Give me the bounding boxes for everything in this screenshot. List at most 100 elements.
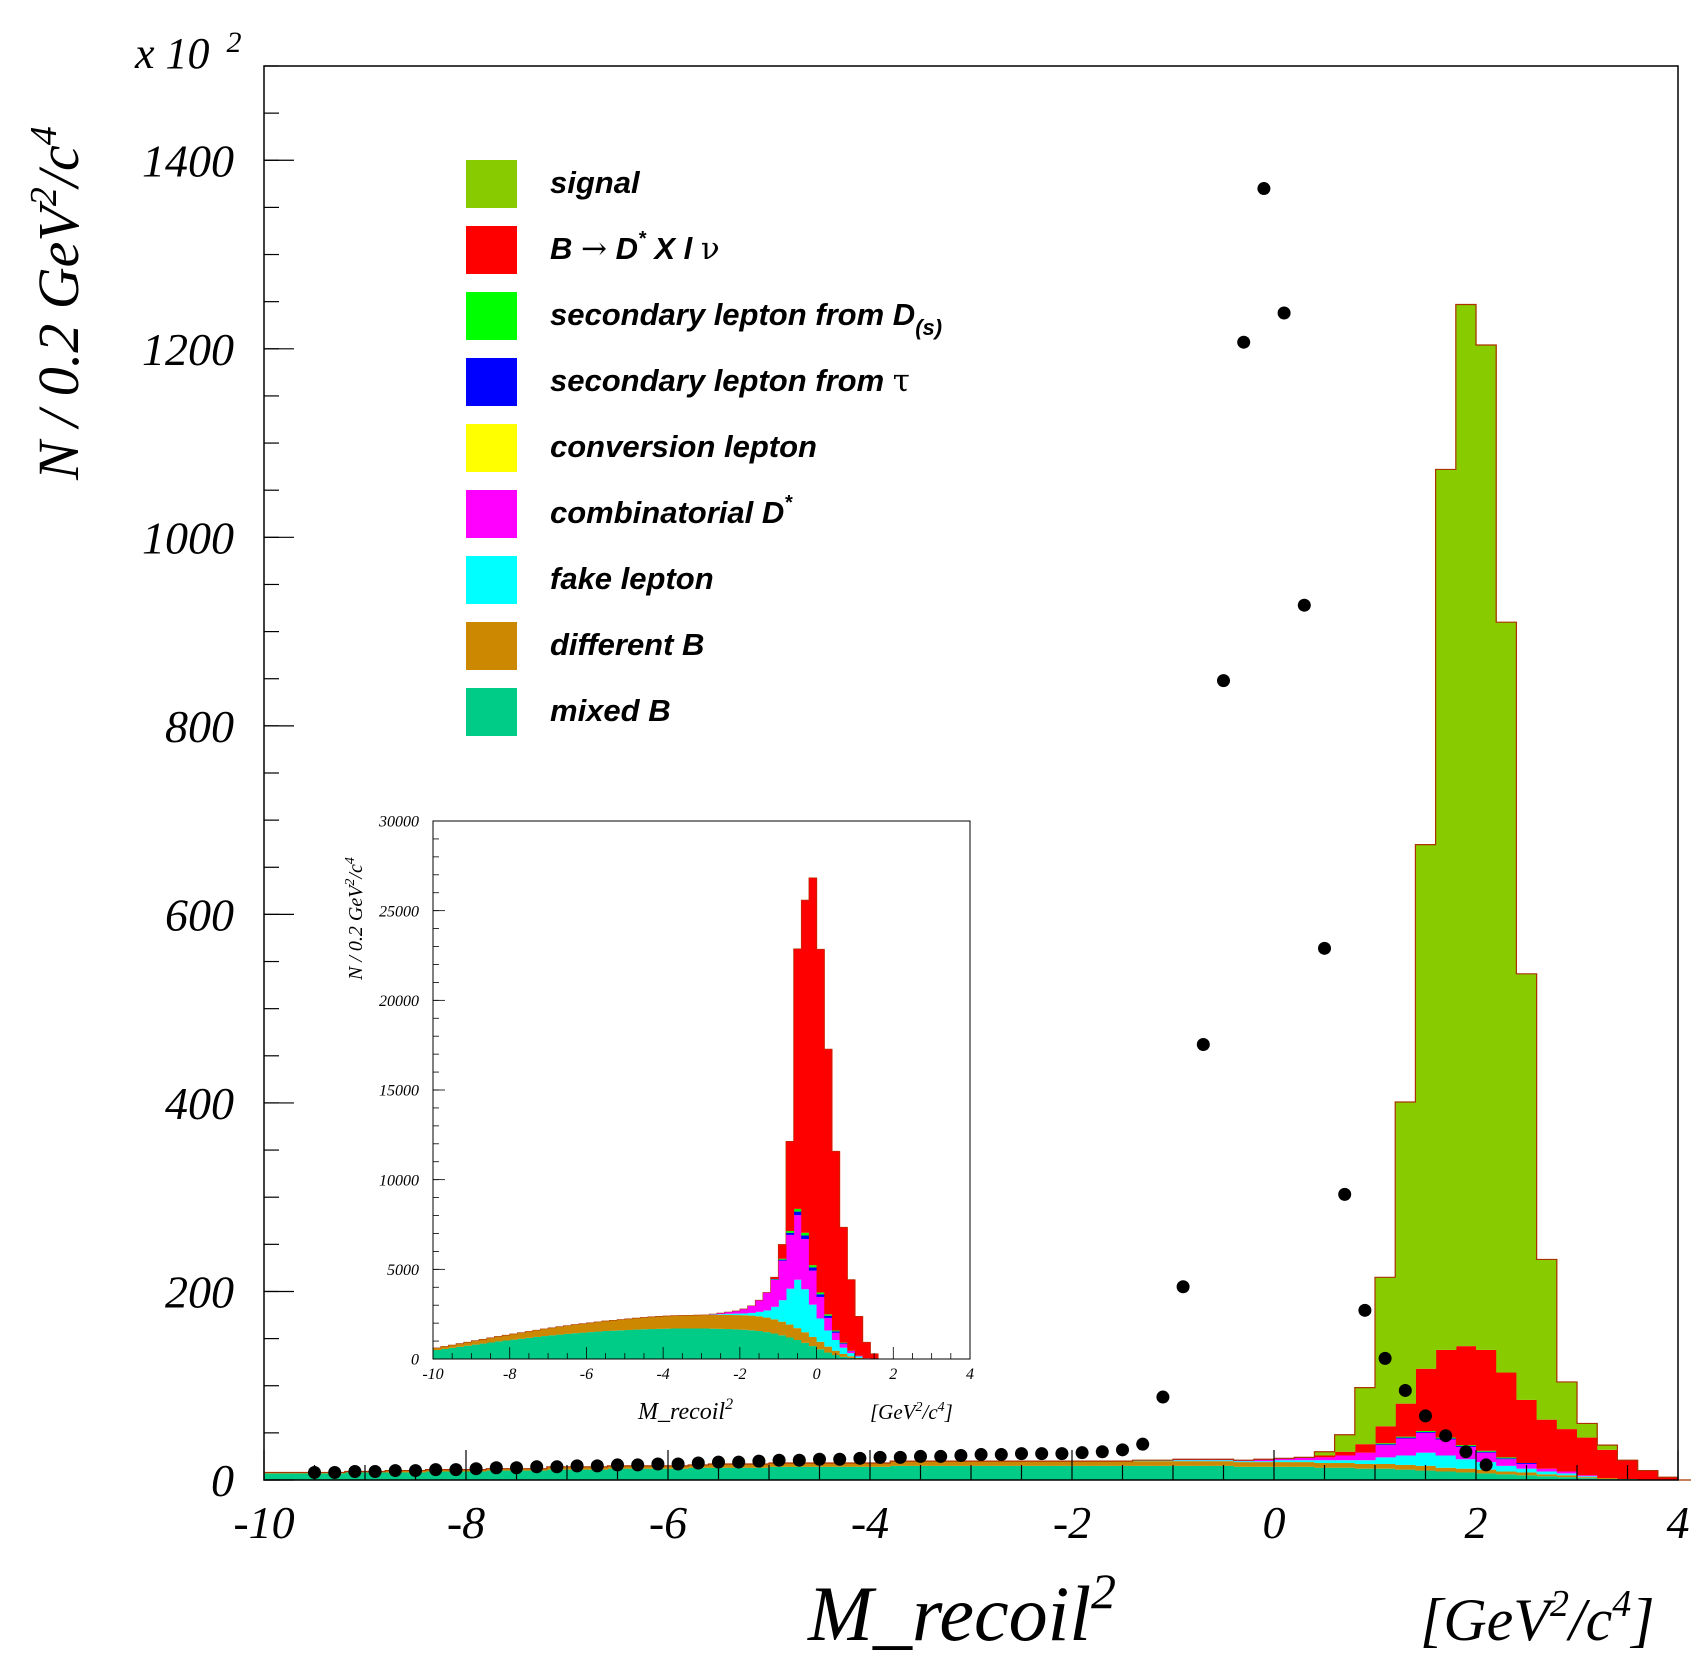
hist-bar-1-2-51 <box>824 1330 832 1346</box>
hist-bar-0-2-53 <box>1335 1460 1356 1463</box>
hist-bar-1-0-26 <box>632 1330 640 1359</box>
hist-bar-1-7-46 <box>786 1141 794 1231</box>
data-point-17 <box>651 1457 664 1470</box>
hist-bar-1-0-10 <box>510 1340 518 1359</box>
hist-bar-1-0-5 <box>471 1345 479 1359</box>
hist-bar-0-2-49 <box>1254 1461 1275 1462</box>
hist-bar-1-7-53 <box>840 1227 848 1342</box>
hist-bar-0-5-56 <box>1395 1438 1416 1439</box>
y-tick-label-1-3: 15000 <box>379 1083 419 1100</box>
hist-bar-1-0-9 <box>502 1341 510 1359</box>
hist-bar-0-2-55 <box>1375 1457 1396 1464</box>
hist-bar-0-0-55 <box>1375 1469 1396 1480</box>
legend-swatch-4 <box>466 424 517 472</box>
hist-bar-1-0-18 <box>571 1333 579 1359</box>
hist-bar-0-1-44 <box>1153 1461 1174 1466</box>
data-point-2 <box>348 1465 361 1478</box>
hist-bar-1-0-13 <box>533 1337 541 1359</box>
hist-bar-1-2-43 <box>763 1310 771 1317</box>
data-point-44 <box>1197 1038 1210 1051</box>
hist-bar-0-2-52 <box>1314 1460 1335 1463</box>
data-point-16 <box>631 1458 644 1471</box>
hist-bar-1-2-49 <box>809 1305 817 1337</box>
hist-bar-1-7-48 <box>801 900 809 1233</box>
inset-background <box>433 821 970 1359</box>
hist-bar-0-0-38 <box>1032 1466 1053 1480</box>
hist-bar-0-7-66 <box>1597 1450 1618 1478</box>
hist-bar-1-2-47 <box>794 1280 802 1328</box>
hist-bar-0-7-62 <box>1516 1400 1537 1463</box>
hist-bar-0-2-45 <box>1173 1460 1194 1461</box>
x-tick-label-0-2: -6 <box>649 1497 687 1548</box>
data-point-11 <box>530 1460 543 1473</box>
hist-bar-0-0-40 <box>1072 1466 1093 1480</box>
hist-bar-1-1-8 <box>494 1336 502 1341</box>
hist-bar-1-7-55 <box>855 1316 863 1355</box>
hist-bar-0-8-65 <box>1577 1423 1598 1437</box>
hist-bar-1-1-0 <box>433 1348 441 1350</box>
hist-bar-1-1-27 <box>640 1317 648 1329</box>
x-tick-label-0-3: -4 <box>851 1497 889 1548</box>
hist-bar-0-3-56 <box>1395 1439 1416 1456</box>
hist-bar-1-0-34 <box>694 1329 702 1359</box>
data-point-23 <box>773 1454 786 1467</box>
hist-bar-1-0-40 <box>740 1330 748 1359</box>
hist-bar-0-8-58 <box>1436 469 1457 1349</box>
data-point-33 <box>975 1448 988 1461</box>
x-tick-label-1-0: -10 <box>422 1366 443 1383</box>
hist-bar-1-0-43 <box>763 1332 771 1359</box>
hist-bar-1-0-50 <box>817 1349 825 1359</box>
hist-bar-1-3-43 <box>763 1292 771 1310</box>
hist-bar-1-3-46 <box>786 1235 794 1289</box>
legend-swatch-3 <box>466 358 517 406</box>
data-point-40 <box>1116 1443 1129 1456</box>
hist-bar-1-1-21 <box>594 1322 602 1332</box>
hist-bar-1-3-53 <box>840 1344 848 1348</box>
hist-bar-1-0-20 <box>586 1332 594 1359</box>
hist-bar-0-8-66 <box>1597 1445 1618 1450</box>
hist-bar-1-7-49 <box>809 878 817 1265</box>
hist-bar-1-1-36 <box>709 1315 717 1329</box>
hist-bar-0-0-34 <box>951 1466 972 1480</box>
y-tick-label-1-2: 10000 <box>379 1172 419 1189</box>
hist-bar-1-0-21 <box>594 1332 602 1359</box>
hist-bar-1-1-16 <box>556 1327 564 1335</box>
hist-bar-0-1-54 <box>1355 1464 1376 1469</box>
hist-bar-1-1-43 <box>763 1318 771 1333</box>
hist-bar-1-3-39 <box>732 1311 740 1314</box>
legend-swatch-8 <box>466 688 517 736</box>
hist-bar-0-1-64 <box>1557 1475 1578 1477</box>
hist-bar-0-8-63 <box>1537 1259 1558 1419</box>
data-point-30 <box>914 1450 927 1463</box>
hist-bar-0-2-59 <box>1456 1459 1477 1468</box>
hist-bar-0-8-64 <box>1557 1382 1578 1429</box>
hist-bar-1-3-51 <box>824 1318 832 1331</box>
hist-bar-0-7-58 <box>1436 1350 1457 1438</box>
data-point-49 <box>1298 599 1311 612</box>
hist-bar-0-0-1 <box>284 1473 305 1480</box>
hist-bar-1-0-11 <box>517 1339 525 1359</box>
hist-bar-1-5-47 <box>794 1212 802 1216</box>
hist-bar-0-1-35 <box>971 1461 992 1466</box>
y-tick-label-0-4: 800 <box>165 701 234 752</box>
data-point-12 <box>550 1460 563 1473</box>
hist-bar-0-2-57 <box>1415 1453 1436 1466</box>
hist-bar-1-5-49 <box>809 1267 817 1270</box>
legend-label-5: combinatorial D* <box>550 492 793 530</box>
hist-bar-1-6-49 <box>809 1265 817 1267</box>
hist-bar-1-1-11 <box>517 1333 525 1339</box>
hist-bar-1-0-41 <box>748 1330 756 1359</box>
hist-bar-1-1-34 <box>694 1315 702 1328</box>
hist-bar-1-1-54 <box>847 1356 855 1358</box>
hist-bar-1-3-48 <box>801 1239 809 1289</box>
hist-bar-0-1-48 <box>1234 1462 1255 1467</box>
hist-bar-0-0-26 <box>789 1467 810 1480</box>
data-point-53 <box>1379 1352 1392 1365</box>
hist-bar-0-0-53 <box>1335 1468 1356 1480</box>
hist-bar-1-7-54 <box>847 1280 855 1351</box>
x-tick-label-0-7: 4 <box>1667 1497 1690 1548</box>
data-point-18 <box>672 1457 685 1470</box>
hist-bar-1-1-18 <box>571 1325 579 1334</box>
hist-bar-0-0-50 <box>1274 1467 1295 1480</box>
